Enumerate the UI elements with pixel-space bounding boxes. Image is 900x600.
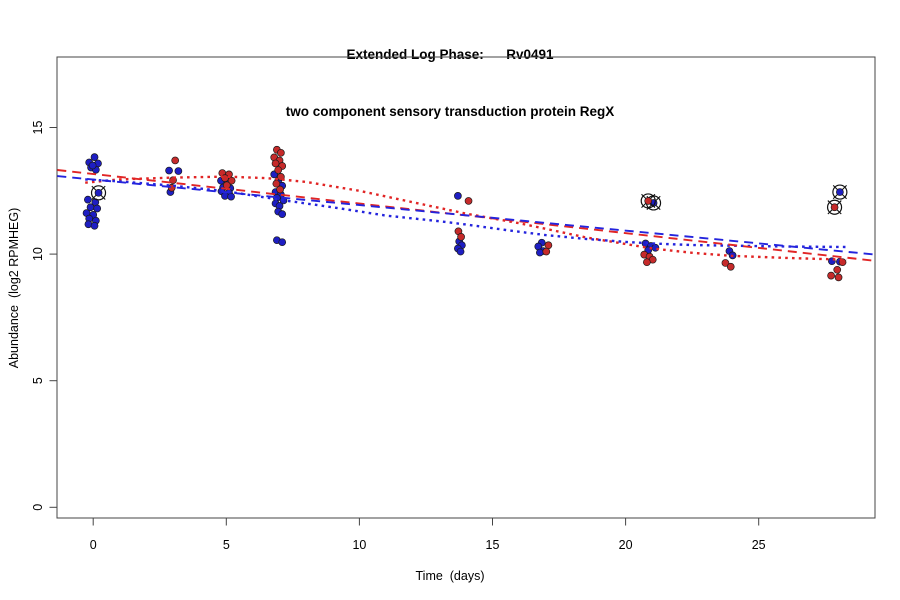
blue-replicates-point	[90, 221, 99, 230]
red-replicates-point	[171, 156, 180, 165]
red-replicates-point	[827, 271, 835, 280]
red-outliers-circled-circle	[640, 193, 656, 209]
chart-title-line1: Extended Log Phase: Rv0491	[346, 47, 554, 62]
red-replicates-point	[726, 262, 735, 271]
red-replicates-point	[544, 241, 553, 250]
blue-replicates-point	[90, 153, 99, 161]
red-replicates-point	[457, 233, 465, 241]
blue-replicates-point	[84, 195, 92, 204]
plot-frame	[56, 56, 876, 519]
blue-replicates-point	[278, 238, 287, 247]
red-replicates-point	[227, 176, 236, 185]
red-loess-fit-line	[85, 175, 847, 261]
red-replicates-point	[721, 259, 730, 267]
blue-outliers-circled-point	[836, 188, 844, 196]
blue-replicates-point	[227, 192, 235, 201]
blue-outliers-circled-circle	[90, 185, 107, 201]
red-replicates-point	[276, 185, 284, 194]
blue-outliers-circled-point	[94, 188, 103, 197]
y-tick-label: 15	[31, 121, 45, 135]
x-tick-label: 0	[90, 538, 97, 552]
blue-replicates-point	[174, 167, 183, 175]
red-replicates-point	[274, 166, 283, 174]
red-replicates-point	[464, 197, 473, 205]
blue-outliers-circled-circle	[832, 184, 848, 200]
red-replicates-point	[277, 148, 285, 157]
chart-title-line2: two component sensory transduction prote…	[285, 104, 615, 119]
chart-title: Extended Log Phase: Rv0491 two component…	[16, 7, 884, 159]
red-replicates-point	[643, 258, 651, 267]
blue-loess-fit-line	[85, 178, 847, 249]
x-tick-label: 5	[223, 538, 230, 552]
blue-replicates-point	[93, 204, 102, 213]
y-tick-label: 10	[31, 247, 45, 261]
y-axis-label: Abundance (log2 RPMHEG)	[7, 207, 21, 369]
red-replicates-point	[542, 247, 551, 256]
blue-replicates-point	[456, 247, 465, 256]
blue-linear-fit-line	[57, 175, 876, 256]
blue-replicates-point	[536, 248, 544, 257]
blue-replicates-point	[454, 192, 462, 200]
blue-replicates-point	[88, 161, 97, 170]
red-outliers-circled-point	[830, 203, 839, 212]
red-outliers-circled-point	[644, 197, 653, 205]
y-tick-label: 0	[31, 504, 45, 511]
x-tick-label: 10	[352, 538, 366, 552]
blue-replicates-point	[278, 210, 287, 218]
blue-replicates-point	[165, 166, 173, 175]
x-tick-label: 15	[486, 538, 500, 552]
red-outliers-circled-circle	[826, 199, 843, 215]
red-replicates-point	[271, 159, 280, 168]
red-replicates-point	[833, 265, 842, 274]
red-replicates-point	[834, 273, 843, 282]
x-tick-label: 25	[752, 538, 766, 552]
x-axis-label: Time (days)	[415, 569, 485, 583]
y-tick-label: 5	[31, 377, 45, 384]
x-tick-label: 20	[619, 538, 633, 552]
